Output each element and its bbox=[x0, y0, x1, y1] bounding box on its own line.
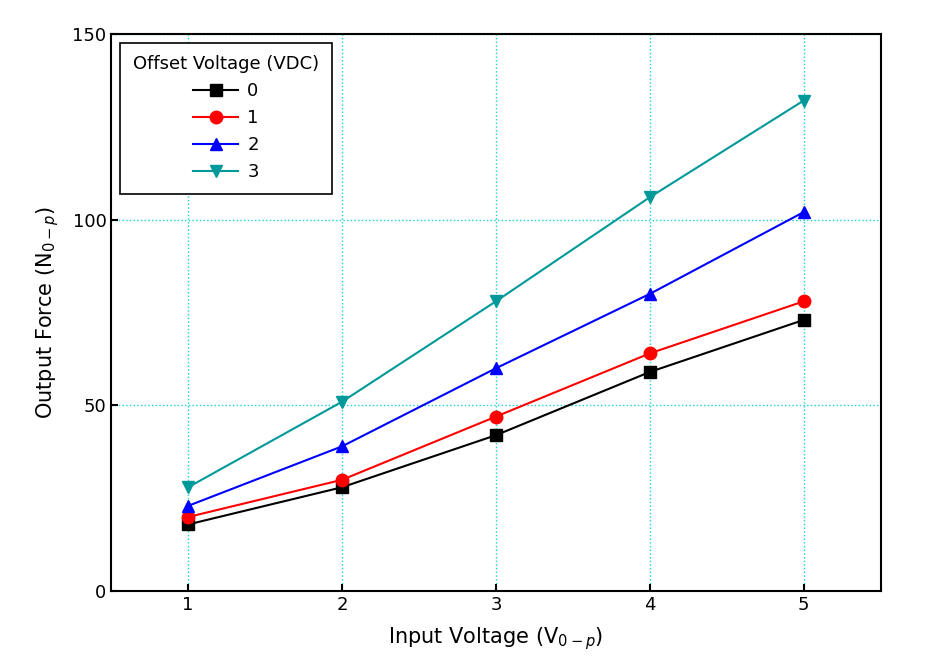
3 bbox=[644, 193, 655, 201]
Line: 2: 2 bbox=[182, 206, 810, 512]
3 bbox=[183, 483, 194, 491]
0 bbox=[183, 520, 194, 528]
Line: 3: 3 bbox=[182, 94, 810, 493]
Line: 0: 0 bbox=[182, 314, 810, 531]
Y-axis label: Output Force (N$_{0-p}$): Output Force (N$_{0-p}$) bbox=[34, 206, 61, 419]
0 bbox=[337, 483, 348, 491]
2 bbox=[490, 364, 502, 372]
2 bbox=[183, 502, 194, 510]
3 bbox=[490, 297, 502, 305]
2 bbox=[337, 442, 348, 450]
Legend: 0, 1, 2, 3: 0, 1, 2, 3 bbox=[121, 42, 332, 194]
X-axis label: Input Voltage (V$_{0-p}$): Input Voltage (V$_{0-p}$) bbox=[388, 626, 603, 652]
0 bbox=[644, 368, 655, 376]
3 bbox=[337, 398, 348, 406]
1 bbox=[183, 513, 194, 521]
1 bbox=[798, 297, 809, 305]
1 bbox=[644, 349, 655, 358]
3 bbox=[798, 97, 809, 105]
1 bbox=[490, 413, 502, 421]
0 bbox=[490, 431, 502, 439]
1 bbox=[337, 476, 348, 484]
2 bbox=[798, 208, 809, 216]
Line: 1: 1 bbox=[182, 295, 810, 523]
0 bbox=[798, 316, 809, 324]
2 bbox=[644, 290, 655, 298]
